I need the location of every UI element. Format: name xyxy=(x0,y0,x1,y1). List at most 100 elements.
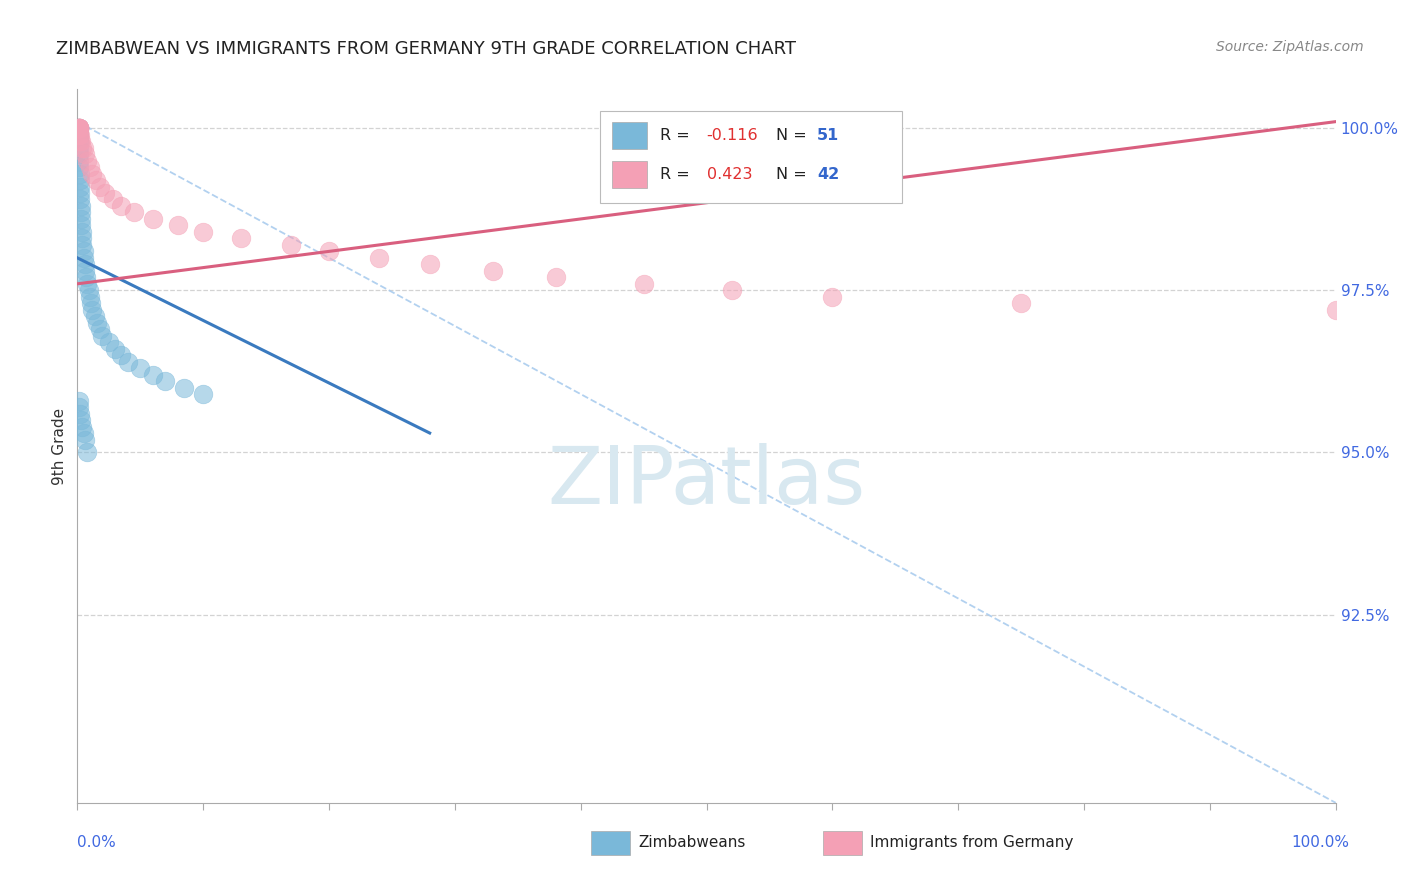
Point xyxy=(73,433,96,447)
Point xyxy=(67,121,90,136)
Point xyxy=(67,121,90,136)
Point xyxy=(72,419,94,434)
Text: N =: N = xyxy=(776,128,811,143)
Point xyxy=(280,238,302,252)
Point xyxy=(633,277,655,291)
Text: Zimbabweans: Zimbabweans xyxy=(638,836,745,850)
Text: 0.423: 0.423 xyxy=(707,168,752,182)
Point xyxy=(167,219,190,233)
Point xyxy=(110,348,132,362)
Point xyxy=(94,186,117,200)
Point xyxy=(79,160,101,174)
Text: -0.116: -0.116 xyxy=(707,128,758,143)
Point xyxy=(72,231,94,245)
Point xyxy=(142,368,165,382)
Point xyxy=(67,121,90,136)
Point xyxy=(75,270,97,285)
Point xyxy=(155,374,177,388)
Point xyxy=(544,270,567,285)
Point xyxy=(67,121,90,136)
Text: 51: 51 xyxy=(817,128,839,143)
Point xyxy=(73,147,96,161)
Point xyxy=(76,445,98,459)
Point xyxy=(67,153,90,168)
Point xyxy=(82,302,104,317)
Point xyxy=(70,211,93,226)
Point xyxy=(72,244,94,259)
Point xyxy=(101,193,124,207)
Point xyxy=(67,121,90,136)
Point xyxy=(67,400,90,414)
Point xyxy=(191,225,215,239)
Point xyxy=(86,316,108,330)
Point xyxy=(67,140,90,154)
Point xyxy=(481,264,503,278)
Point xyxy=(69,186,91,200)
Point xyxy=(67,121,90,136)
Point xyxy=(70,134,93,148)
Point xyxy=(104,342,127,356)
Text: Immigrants from Germany: Immigrants from Germany xyxy=(870,836,1074,850)
Point xyxy=(419,257,441,271)
Point xyxy=(110,199,132,213)
Point xyxy=(67,160,90,174)
Point xyxy=(76,277,98,291)
Bar xyxy=(612,122,647,149)
Point xyxy=(67,121,90,136)
Text: 100.0%: 100.0% xyxy=(1292,836,1350,850)
Point xyxy=(91,328,114,343)
Point xyxy=(67,128,90,142)
Bar xyxy=(612,161,647,188)
Point xyxy=(69,173,91,187)
Point xyxy=(70,205,93,219)
Text: N =: N = xyxy=(776,168,811,182)
Point xyxy=(117,354,139,368)
Point xyxy=(84,173,107,187)
Point xyxy=(82,167,104,181)
Point xyxy=(70,199,93,213)
Y-axis label: 9th Grade: 9th Grade xyxy=(52,408,67,484)
Point xyxy=(89,322,111,336)
Point xyxy=(821,290,844,304)
FancyBboxPatch shape xyxy=(599,111,901,203)
Point xyxy=(67,121,90,136)
Point xyxy=(80,296,103,310)
Point xyxy=(67,128,90,142)
Point xyxy=(191,387,215,401)
Point xyxy=(79,290,101,304)
Point xyxy=(72,140,94,154)
Text: R =: R = xyxy=(659,128,695,143)
Point xyxy=(72,425,94,440)
Point xyxy=(67,134,90,148)
Point xyxy=(97,335,120,350)
Point xyxy=(72,140,94,154)
Text: Source: ZipAtlas.com: Source: ZipAtlas.com xyxy=(1216,40,1364,54)
Point xyxy=(70,219,93,233)
Point xyxy=(72,251,94,265)
Point xyxy=(73,264,96,278)
Point xyxy=(129,361,152,376)
Text: 0.0%: 0.0% xyxy=(77,836,117,850)
Point xyxy=(67,121,90,136)
Point xyxy=(1324,302,1347,317)
Point xyxy=(229,231,252,245)
Point xyxy=(72,225,94,239)
Point xyxy=(67,121,90,136)
Point xyxy=(173,381,195,395)
Text: ZIMBABWEAN VS IMMIGRANTS FROM GERMANY 9TH GRADE CORRELATION CHART: ZIMBABWEAN VS IMMIGRANTS FROM GERMANY 9T… xyxy=(56,40,796,58)
Point xyxy=(67,393,90,408)
Point xyxy=(69,193,91,207)
Text: 42: 42 xyxy=(817,168,839,182)
Point xyxy=(69,179,91,194)
Point xyxy=(1010,296,1032,310)
Point xyxy=(69,128,91,142)
Point xyxy=(70,413,93,427)
Point xyxy=(89,179,111,194)
Point xyxy=(67,121,90,136)
Text: R =: R = xyxy=(659,168,695,182)
Point xyxy=(77,283,100,297)
Point xyxy=(318,244,340,259)
Text: ZIPatlas: ZIPatlas xyxy=(547,442,866,521)
Point xyxy=(67,147,90,161)
Point xyxy=(72,238,94,252)
